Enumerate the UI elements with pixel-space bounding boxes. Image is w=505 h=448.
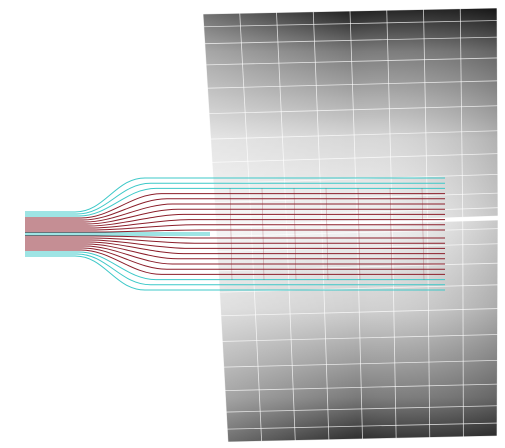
- page: (() => { const NS = 'http://www.w3.org/2…: [0, 0, 505, 448]
- roll-scene: [0, 0, 505, 448]
